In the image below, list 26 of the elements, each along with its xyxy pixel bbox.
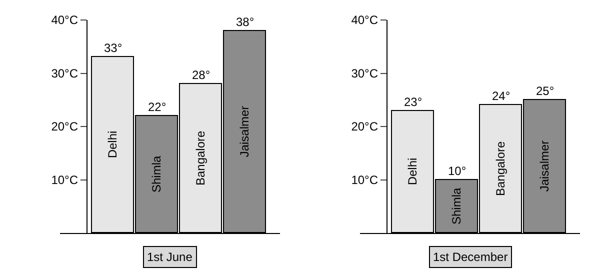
x-axis-title: 1st June — [147, 250, 193, 264]
x-tick-label: Bangalore — [494, 140, 508, 196]
y-tick-label: 20°C — [351, 120, 378, 134]
data-label: 10° — [448, 164, 466, 178]
x-tick-label: Bangalore — [194, 130, 208, 186]
x-tick-label: Jaisalmer — [538, 140, 552, 192]
x-tick-label: Shimla — [150, 155, 164, 193]
y-tick-label: 20°C — [51, 120, 78, 134]
y-tick-label: 40°C — [351, 13, 378, 28]
y-tick-label: 30°C — [351, 66, 378, 80]
x-axis-title: 1st December — [433, 250, 508, 264]
x-tick-label: Delhi — [106, 130, 120, 158]
y-tick-label: 10°C — [51, 172, 78, 187]
y-tick-label: 30°C — [51, 66, 78, 80]
data-label: 33° — [104, 41, 122, 55]
x-tick-label: Jaisalmer — [238, 106, 252, 158]
data-label: 22° — [148, 100, 166, 114]
x-tick-label: Shimla — [450, 187, 464, 225]
data-label: 38° — [236, 15, 254, 29]
x-tick-label: Delhi — [406, 158, 420, 186]
data-label: 25° — [536, 84, 554, 98]
data-label: 23° — [404, 95, 422, 109]
data-label: 28° — [192, 68, 210, 82]
data-label: 24° — [492, 89, 510, 103]
y-tick-label: 10°C — [351, 172, 378, 187]
y-tick-label: 40°C — [51, 13, 78, 28]
